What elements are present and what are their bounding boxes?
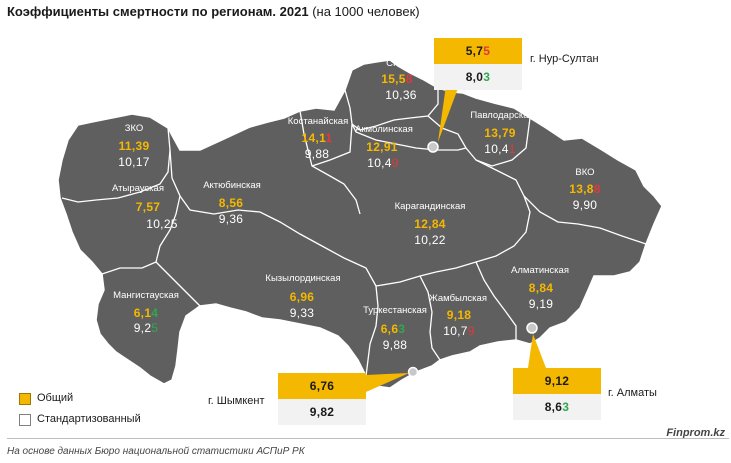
legend-general-swatch bbox=[19, 393, 31, 405]
region-standard-kyzylorda: 9,33 bbox=[289, 306, 315, 320]
region-name-sko: СКО bbox=[386, 58, 406, 69]
almaty-label: г. Алматы bbox=[608, 387, 657, 399]
region-name-kyzylorda: Кызылординская bbox=[265, 273, 341, 284]
shymkent-marker bbox=[407, 366, 419, 378]
shymkent-standard-box: 9,82 bbox=[278, 399, 366, 425]
region-name-zko: ЗКО bbox=[124, 123, 144, 134]
region-standard-mangistau: 9,25 bbox=[133, 321, 159, 335]
region-general-turkestan: 6,63 bbox=[380, 322, 406, 336]
nursultan-marker bbox=[427, 141, 439, 153]
region-general-vko: 13,88 bbox=[569, 182, 601, 196]
nursultan-general-box: 5,75 bbox=[434, 38, 522, 64]
legend-standard-swatch bbox=[19, 414, 31, 426]
region-name-atyrau: Атырауская bbox=[112, 183, 164, 194]
title-main: Коэффициенты смертности по регионам. 202… bbox=[7, 4, 309, 19]
almaty-standard-box: 8,63 bbox=[513, 394, 601, 420]
region-name-karaganda: Карагандинская bbox=[394, 201, 466, 212]
region-general-kyzylorda: 6,96 bbox=[289, 290, 315, 304]
region-standard-turkestan: 9,88 bbox=[382, 338, 408, 352]
region-name-zhambyl: Жамбылская bbox=[429, 293, 487, 304]
region-standard-karaganda: 10,22 bbox=[414, 233, 446, 247]
region-standard-pavlodar: 10,41 bbox=[484, 142, 516, 156]
shymkent-label: г. Шымкент bbox=[208, 395, 265, 407]
region-general-kostanay: 14,11 bbox=[301, 131, 333, 145]
region-name-pavlodar: Павлодарская bbox=[470, 110, 534, 121]
nursultan-standard-box: 8,03 bbox=[434, 64, 522, 90]
almaty-general-box: 9,12 bbox=[513, 368, 601, 394]
region-standard-akmola: 10,49 bbox=[367, 156, 399, 170]
region-borders bbox=[61, 88, 647, 377]
region-general-aktobe: 8,56 bbox=[218, 196, 244, 210]
almaty-marker bbox=[526, 322, 538, 334]
almaty-pointer bbox=[528, 334, 546, 368]
region-general-atyrau: 7,57 bbox=[135, 200, 161, 214]
region-name-turkestan: Туркестанская bbox=[363, 305, 427, 316]
region-standard-kostanay: 9,88 bbox=[304, 147, 330, 161]
nursultan-label: г. Нур-Султан bbox=[530, 53, 599, 65]
legend-standard-label: Стандартизованный bbox=[37, 413, 141, 425]
region-general-mangistau: 6,14 bbox=[133, 306, 159, 320]
region-standard-zko: 10,17 bbox=[118, 155, 150, 169]
source-note: На основе данных Бюро национальной стати… bbox=[7, 446, 305, 457]
region-general-zhambyl: 9,18 bbox=[446, 308, 472, 322]
region-standard-aktobe: 9,36 bbox=[218, 212, 244, 226]
region-standard-vko: 9,90 bbox=[572, 198, 598, 212]
region-general-karaganda: 12,84 bbox=[414, 217, 446, 231]
region-name-aktobe: Актюбинская bbox=[203, 180, 261, 191]
region-name-almaty-region: Алматинская bbox=[511, 265, 569, 276]
footer-divider bbox=[7, 438, 729, 439]
region-standard-almaty-region: 9,19 bbox=[528, 297, 554, 311]
shymkent-pointer bbox=[366, 373, 409, 392]
region-general-akmola: 12,91 bbox=[366, 140, 398, 154]
region-general-zko: 11,39 bbox=[118, 139, 150, 153]
country-outline bbox=[57, 59, 663, 389]
region-name-kostanay: Костанайская bbox=[287, 116, 349, 127]
region-name-vko: ВКО bbox=[575, 167, 595, 178]
region-general-sko: 15,58 bbox=[381, 72, 413, 86]
region-general-pavlodar: 13,79 bbox=[484, 126, 516, 140]
shymkent-general-box: 6,76 bbox=[278, 373, 366, 399]
brand-logo-text: Finprom.kz bbox=[666, 427, 725, 439]
city-markers bbox=[407, 141, 538, 378]
legend-general-label: Общий bbox=[37, 392, 74, 404]
region-name-akmola: Акмолинская bbox=[355, 124, 413, 135]
title-unit: (на 1000 человек) bbox=[308, 4, 420, 19]
region-name-mangistau: Мангистауская bbox=[113, 290, 179, 301]
region-general-almaty-region: 8,84 bbox=[528, 281, 554, 295]
chart-title: Коэффициенты смертности по регионам. 202… bbox=[7, 4, 420, 19]
region-standard-sko: 10,36 bbox=[385, 88, 417, 102]
region-standard-zhambyl: 10,79 bbox=[443, 324, 475, 338]
region-standard-atyrau: 10,25 bbox=[146, 217, 178, 231]
